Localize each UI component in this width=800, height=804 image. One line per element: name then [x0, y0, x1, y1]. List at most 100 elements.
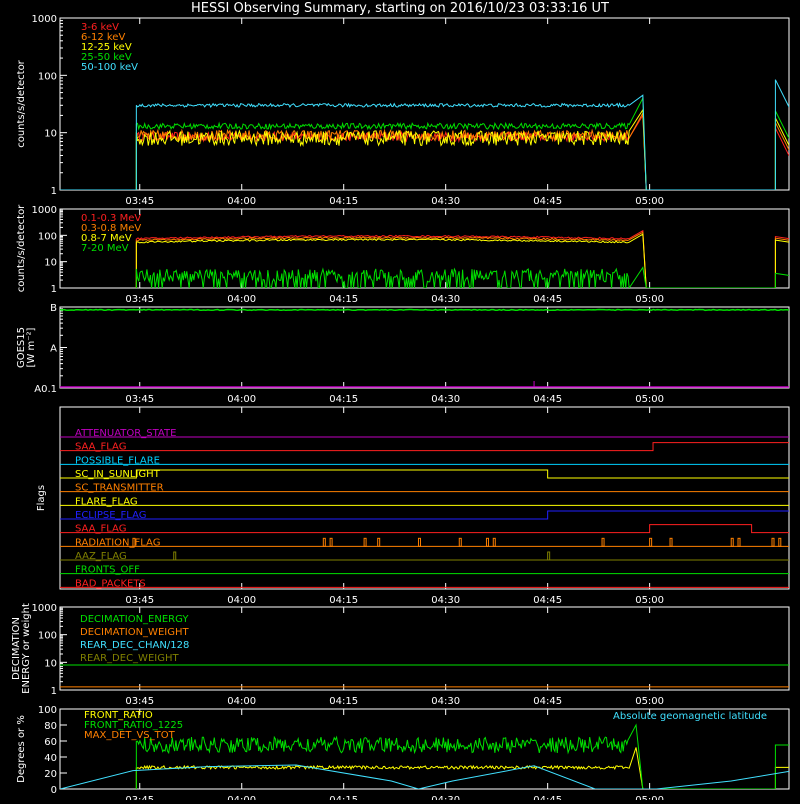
flag-label: RADIATION_FLAG [75, 537, 160, 548]
flags-xtick-label: 04:30 [431, 595, 460, 606]
flag-spike [649, 537, 653, 547]
goes-xtick-label: 04:00 [227, 394, 256, 405]
lowenergy-frame [59, 17, 790, 191]
legend-entry: 7-20 MeV [81, 243, 129, 254]
series-line [60, 79, 789, 190]
flag-spike [771, 537, 775, 547]
ratio-xtick-label: 05:00 [635, 795, 664, 800]
legend-entry: REAR_DEC_WEIGHT [80, 653, 179, 664]
legend-entry: 0.8-7 MeV [81, 233, 132, 244]
series-line [135, 233, 789, 288]
ratio-ytick-label: 100 [38, 705, 57, 716]
legend-entry: REAR_DEC_CHAN/128 [80, 640, 189, 651]
flag-label: SAA_FLAG [75, 442, 126, 453]
series-line [60, 96, 789, 190]
ratio-ylabel: Degrees or % [16, 715, 27, 783]
page-title: HESSI Observing Summary, starting on 201… [191, 1, 609, 16]
goes-yunit: [W m⁻²] [26, 327, 37, 367]
ratio-xtick-label: 04:30 [431, 795, 460, 800]
flag-spike [485, 537, 489, 547]
decimation-ytick-label: 10 [44, 658, 57, 669]
goes-ylabel: GOES15 [16, 327, 27, 368]
flag-label: SAA_FLAG [75, 524, 126, 535]
flag-label: FRONTS_OFF [75, 565, 140, 576]
lowenergy-ytick-label: 100 [38, 71, 57, 82]
decimation-frame [59, 606, 790, 691]
flag-line [60, 469, 789, 479]
goes-xtick-label: 05:00 [635, 394, 664, 405]
highenergy-xtick-label: 03:45 [125, 294, 154, 305]
flags-xtick-label: 04:15 [329, 595, 358, 606]
lowenergy-ylabel: counts/s/detector [16, 59, 27, 147]
lowenergy-xtick-label: 04:30 [431, 196, 460, 207]
legend-entry: 0.1-0.3 MeV [81, 213, 141, 224]
flag-spike [173, 551, 177, 561]
flag-spike [363, 537, 367, 547]
lowenergy-xtick-label: 03:45 [125, 196, 154, 207]
decimation-xtick-label: 04:15 [329, 696, 358, 707]
flags-ylabel: Flags [36, 485, 47, 511]
decimation-xtick-label: 04:45 [533, 696, 562, 707]
flag-spike [669, 537, 673, 547]
flag-spike [329, 537, 333, 547]
goes-ytick-label: A0.1 [34, 384, 57, 395]
flag-spike [547, 551, 551, 561]
goes-xtick-label: 03:45 [125, 394, 154, 405]
series-line [60, 108, 789, 190]
legend-entry: 12-25 keV [81, 42, 132, 53]
goes-ytick-label: A [50, 344, 57, 355]
flags-xtick-label: 05:00 [635, 595, 664, 606]
flag-spike [601, 537, 605, 547]
flag-label: FLARE_FLAG [75, 496, 138, 507]
decimation-ytick-label: 1000 [32, 603, 57, 614]
flag-label: ATTENUATOR_STATE [75, 428, 176, 439]
ratio-frame [59, 708, 790, 790]
flag-label: AAZ_FLAG [75, 551, 127, 562]
flag-label: BAD_PACKETS [75, 578, 146, 589]
lowenergy-series-group [60, 79, 789, 190]
series-line [60, 308, 789, 312]
goes-xtick-label: 04:30 [431, 394, 460, 405]
lowenergy-xtick-label: 04:15 [329, 196, 358, 207]
highenergy-xtick-label: 04:00 [227, 294, 256, 305]
lowenergy-ytick-label: 1 [51, 186, 57, 197]
flag-line [60, 524, 789, 534]
legend-entry: FRONT_RATIO [84, 710, 153, 721]
ratio-xtick-label: 03:45 [125, 795, 154, 800]
legend-entry: DECIMATION_ENERGY [80, 614, 189, 625]
goes-ytick-label: B [50, 303, 57, 314]
flag-spike [492, 537, 496, 547]
series-line [60, 764, 789, 789]
decimation-ylabel: DECIMATION [11, 617, 22, 680]
legend-entry: 50-100 keV [81, 62, 138, 73]
flag-spike [322, 537, 326, 547]
decimation-xtick-label: 03:45 [125, 696, 154, 707]
highenergy-xtick-label: 04:30 [431, 294, 460, 305]
ratio-series-group [60, 723, 789, 789]
goes-series-group [60, 308, 789, 388]
ratio-ytick-label: 0 [51, 785, 57, 796]
lowenergy-ytick-label: 10 [44, 129, 57, 140]
flag-label: SC_TRANSMITTER [75, 483, 164, 494]
series-line [60, 111, 789, 190]
flags-xtick-label: 04:00 [227, 595, 256, 606]
flag-spike [417, 537, 421, 547]
lowenergy-xtick-label: 04:45 [533, 196, 562, 207]
flags-frame [59, 406, 790, 590]
ratio-xtick-label: 04:15 [329, 795, 358, 800]
highenergy-ytick-label: 1000 [32, 205, 57, 216]
ratio-ytick-label: 40 [44, 753, 57, 764]
decimation-series-group [60, 664, 789, 688]
decimation-xtick-label: 04:30 [431, 696, 460, 707]
lowenergy-xtick-label: 04:00 [227, 196, 256, 207]
goes-xtick-label: 04:45 [533, 394, 562, 405]
ratio-xtick-label: 04:00 [227, 795, 256, 800]
decimation-xtick-label: 04:00 [227, 696, 256, 707]
flag-line [60, 442, 789, 452]
highenergy-ytick-label: 1 [51, 284, 57, 295]
highenergy-ylabel: counts/s/detector [16, 204, 27, 292]
goes-xtick-label: 04:15 [329, 394, 358, 405]
legend-entry: 0.3-0.8 MeV [81, 223, 141, 234]
